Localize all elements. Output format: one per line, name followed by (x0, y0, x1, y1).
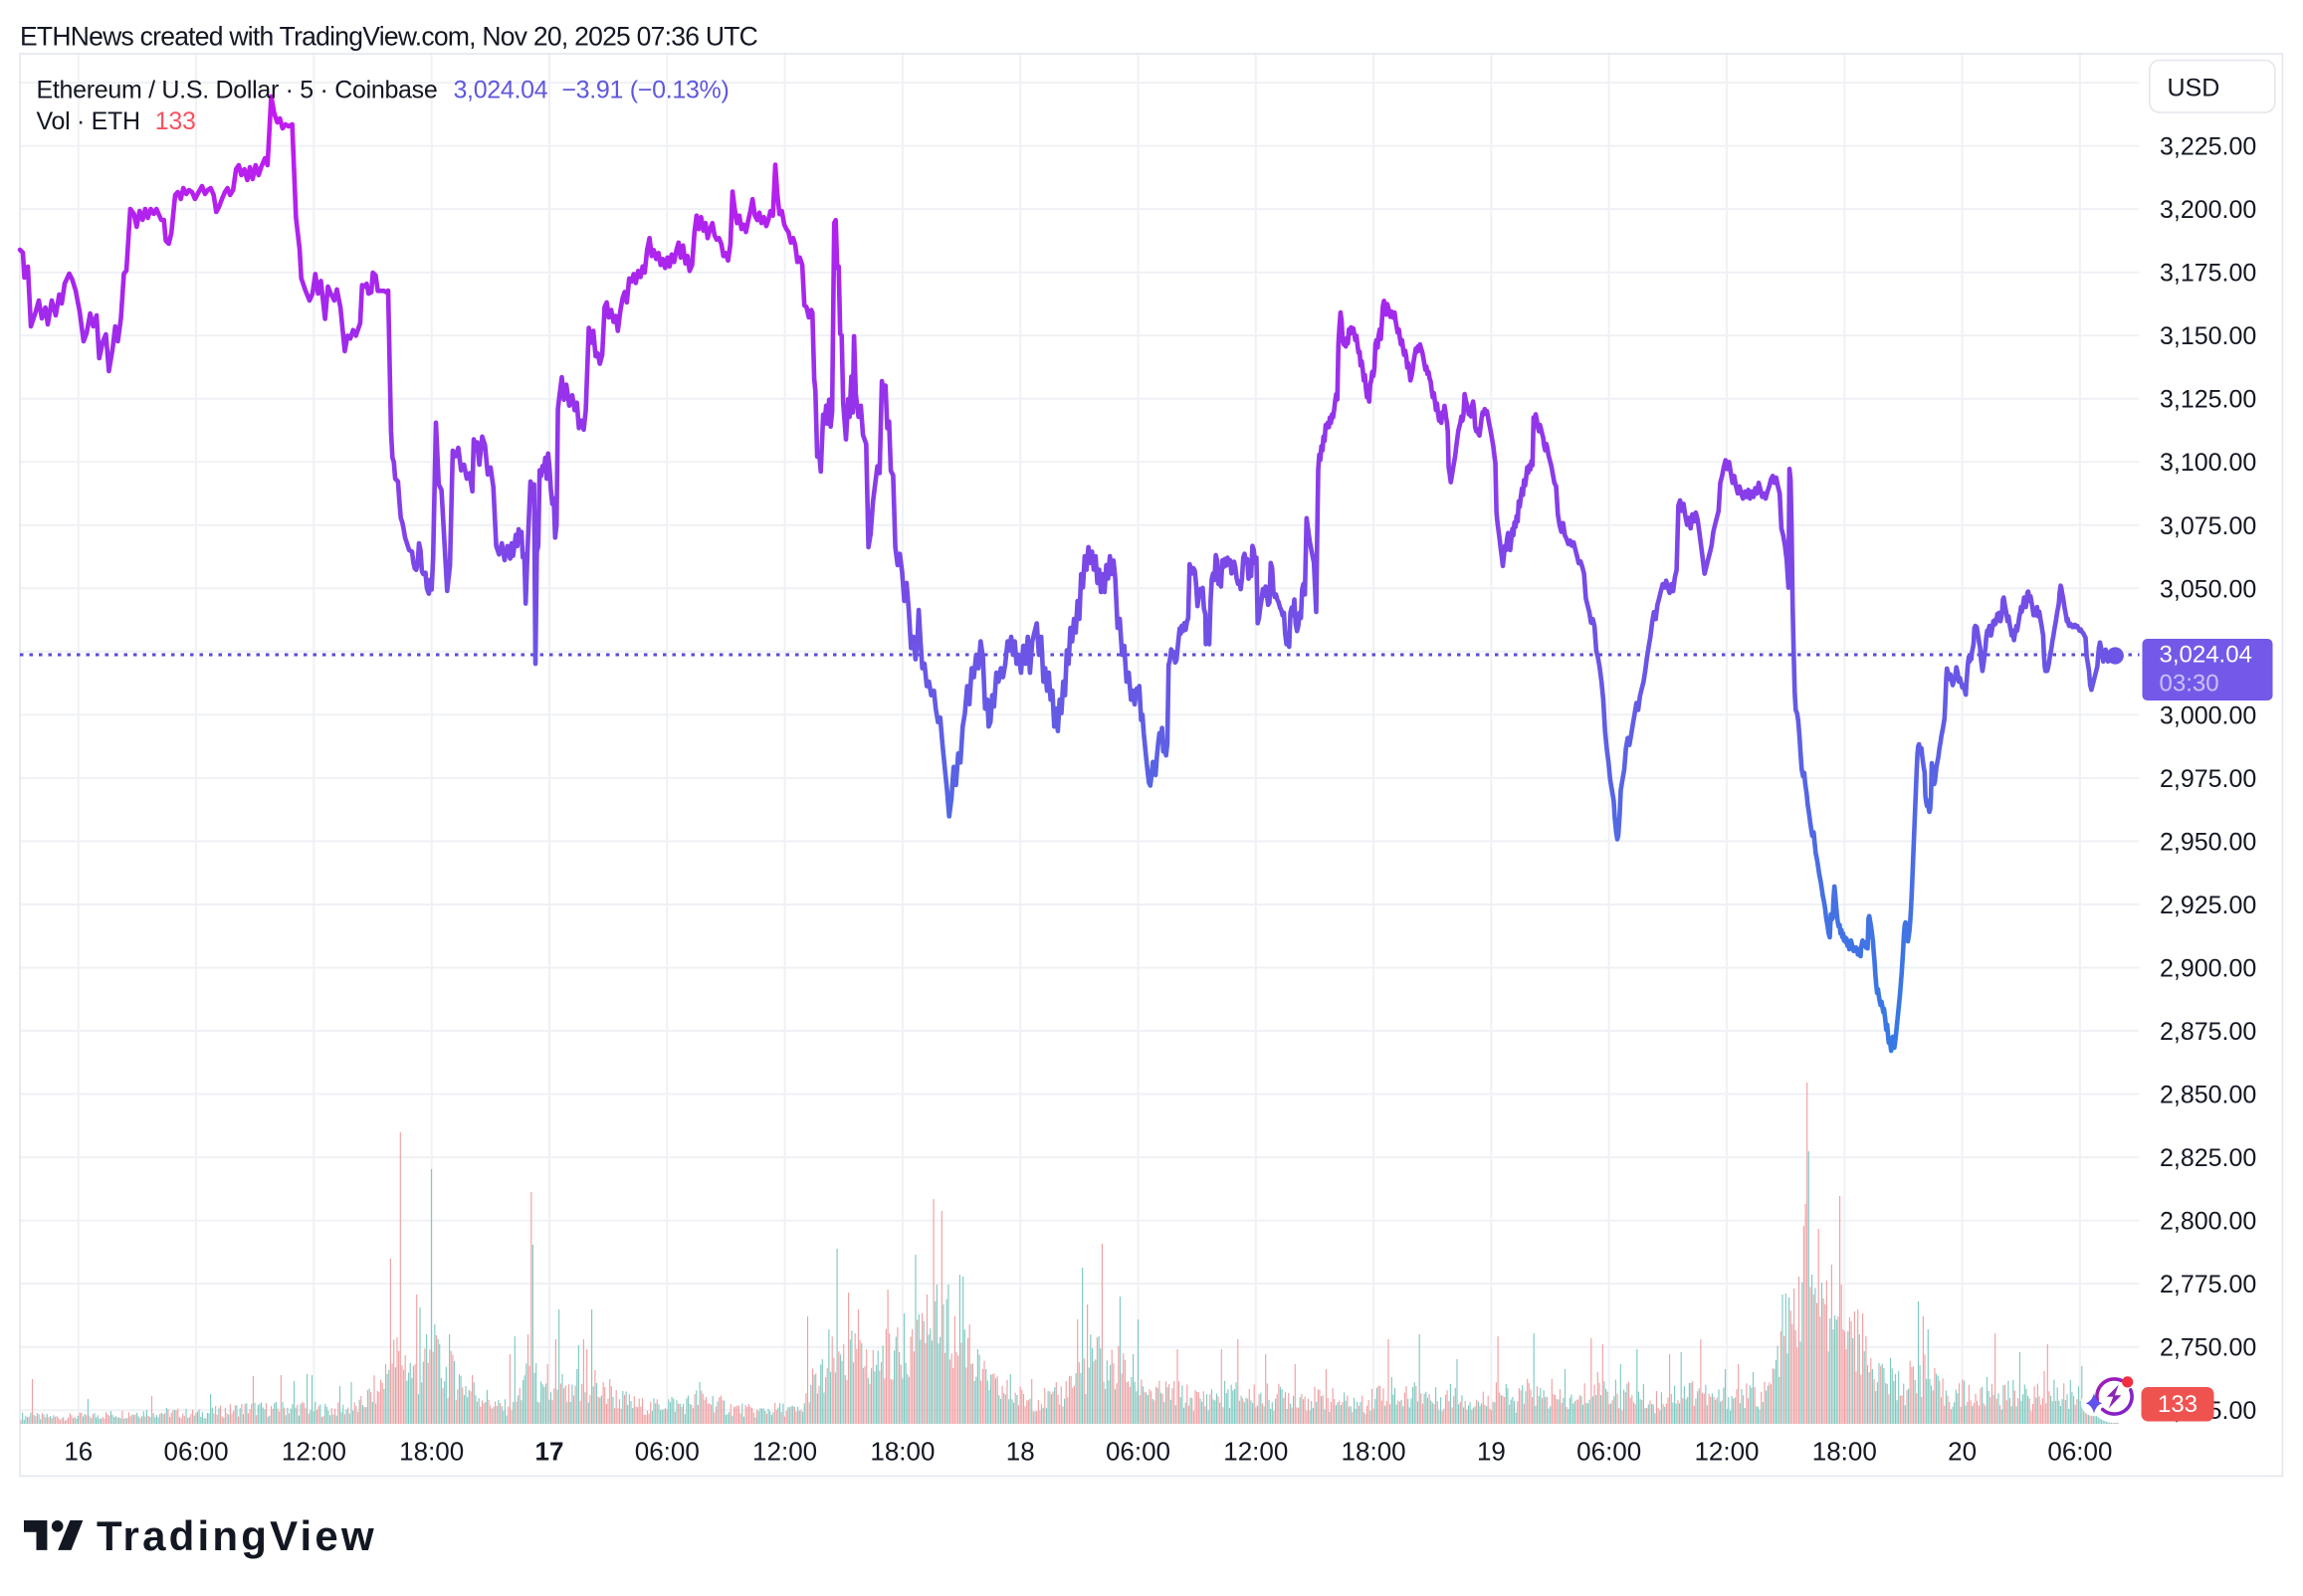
svg-text:3,000.00: 3,000.00 (2160, 701, 2256, 729)
svg-text:06:00: 06:00 (164, 1436, 229, 1466)
svg-text:USD: USD (2168, 75, 2220, 102)
svg-text:3,150.00: 3,150.00 (2160, 322, 2256, 350)
svg-text:18:00: 18:00 (1342, 1436, 1406, 1466)
svg-text:18:00: 18:00 (870, 1436, 935, 1466)
svg-text:06:00: 06:00 (635, 1436, 700, 1466)
svg-text:133: 133 (2158, 1391, 2198, 1418)
svg-text:3,175.00: 3,175.00 (2160, 260, 2256, 288)
svg-text:TradingView: TradingView (97, 1512, 377, 1559)
svg-text:2,800.00: 2,800.00 (2160, 1208, 2256, 1236)
svg-text:3,100.00: 3,100.00 (2160, 449, 2256, 477)
svg-text:03:30: 03:30 (2160, 671, 2219, 698)
svg-text:12:00: 12:00 (282, 1436, 346, 1466)
svg-text:18:00: 18:00 (1812, 1436, 1877, 1466)
svg-text:3,225.00: 3,225.00 (2160, 133, 2256, 161)
svg-text:Ethereum / U.S. Dollar · 5 · C: Ethereum / U.S. Dollar · 5 · Coinbase 3,0… (37, 76, 730, 103)
svg-text:ETHNews created with TradingVi: ETHNews created with TradingView.com, No… (20, 22, 758, 52)
svg-text:12:00: 12:00 (752, 1436, 817, 1466)
svg-text:12:00: 12:00 (1694, 1436, 1759, 1466)
svg-text:06:00: 06:00 (1106, 1436, 1170, 1466)
svg-text:3,050.00: 3,050.00 (2160, 575, 2256, 603)
svg-text:3,125.00: 3,125.00 (2160, 386, 2256, 414)
svg-text:2,850.00: 2,850.00 (2160, 1082, 2256, 1109)
svg-text:06:00: 06:00 (1576, 1436, 1641, 1466)
svg-text:06:00: 06:00 (2047, 1436, 2112, 1466)
svg-text:19: 19 (1477, 1436, 1506, 1466)
svg-text:20: 20 (1948, 1436, 1977, 1466)
svg-text:2,950.00: 2,950.00 (2160, 828, 2256, 856)
svg-text:3,200.00: 3,200.00 (2160, 196, 2256, 224)
svg-text:2,775.00: 2,775.00 (2160, 1271, 2256, 1298)
svg-text:17: 17 (535, 1436, 564, 1466)
svg-text:2,975.00: 2,975.00 (2160, 765, 2256, 793)
svg-text:12:00: 12:00 (1223, 1436, 1288, 1466)
svg-text:2,825.00: 2,825.00 (2160, 1144, 2256, 1172)
svg-text:2,925.00: 2,925.00 (2160, 892, 2256, 919)
svg-text:3,075.00: 3,075.00 (2160, 512, 2256, 540)
svg-text:18: 18 (1006, 1436, 1035, 1466)
svg-text:18:00: 18:00 (399, 1436, 464, 1466)
svg-text:16: 16 (64, 1436, 93, 1466)
svg-text:2,875.00: 2,875.00 (2160, 1018, 2256, 1046)
svg-text:2,750.00: 2,750.00 (2160, 1334, 2256, 1362)
svg-text:2,900.00: 2,900.00 (2160, 955, 2256, 983)
svg-text:3,024.04: 3,024.04 (2160, 642, 2252, 669)
